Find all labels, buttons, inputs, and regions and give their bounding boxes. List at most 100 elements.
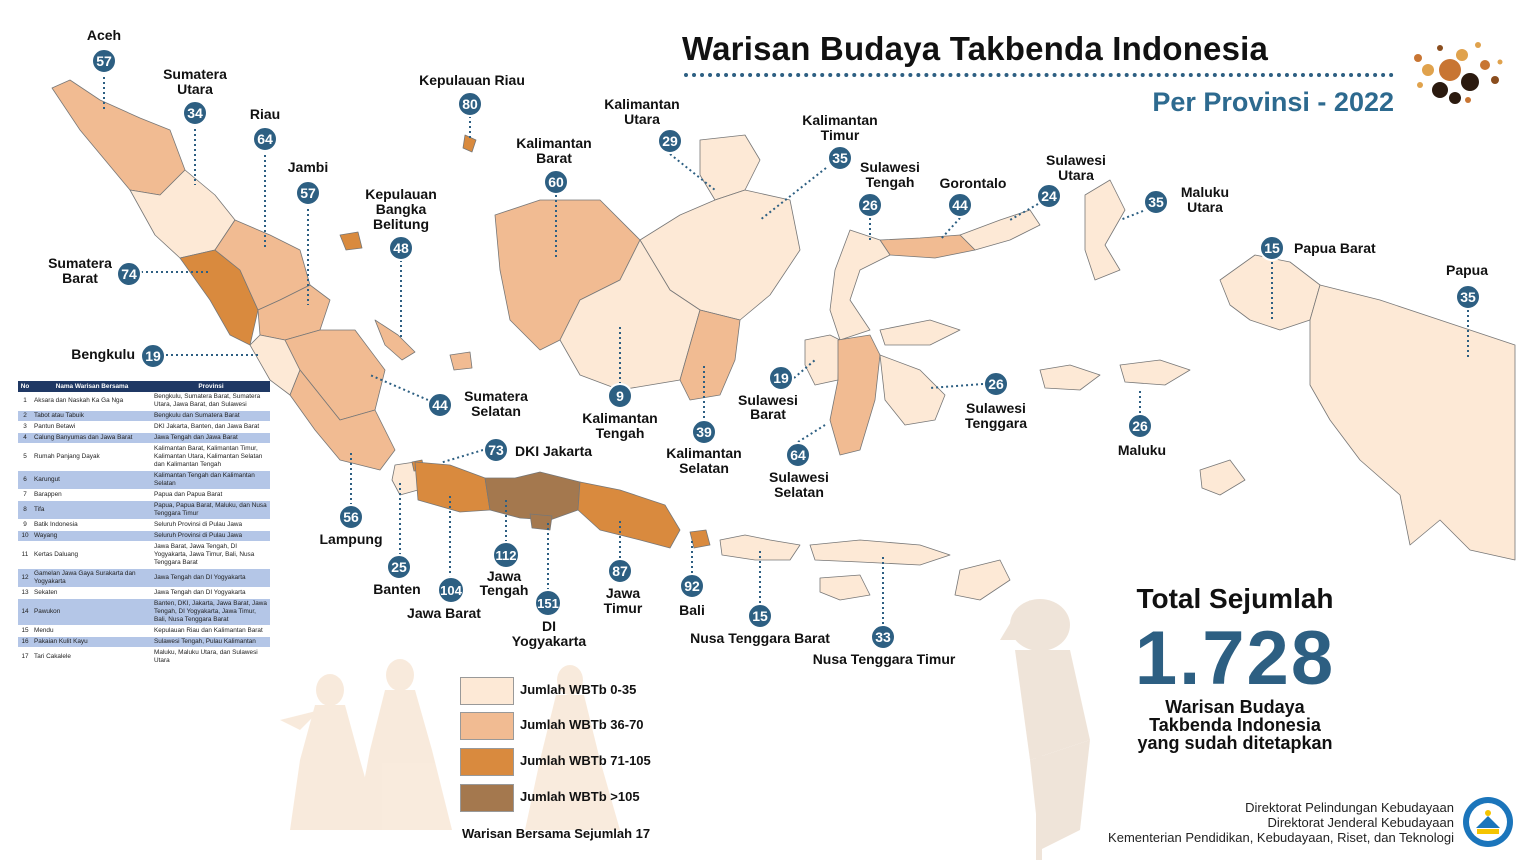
province-count: 34	[187, 105, 203, 121]
province-name-label: Sulawesi Tengah	[860, 159, 920, 190]
province-count: 35	[1460, 289, 1476, 305]
legend-item-tier2: Jumlah WBTb 36-70	[460, 712, 700, 740]
province-count: 87	[612, 563, 628, 579]
badge-dki-jakarta: 73	[483, 437, 509, 463]
table-cell-province: Bengkulu dan Sumatera Barat	[152, 410, 270, 422]
page-subtitle: Per Provinsi - 2022	[1152, 87, 1394, 117]
table-cell-name: Kertas Daluang	[32, 541, 152, 569]
province-ntb[interactable]	[719, 534, 801, 561]
legend-swatch	[460, 748, 514, 776]
table-cell-province: Jawa Barat, Jawa Tengah, DI Yogyakarta, …	[152, 541, 270, 569]
table-cell-name: Wayang	[32, 530, 152, 542]
table-cell-province: Kalimantan Barat, Kalimantan Timur, Kali…	[152, 443, 270, 471]
province-kalimantan-selatan[interactable]	[679, 309, 741, 401]
province-papua[interactable]	[1309, 284, 1516, 561]
province-count: 19	[773, 370, 789, 386]
province-kepulauan-riau[interactable]	[339, 134, 477, 251]
province-bangka-belitung[interactable]	[374, 319, 473, 371]
table-cell-province: Maluku, Maluku Utara, dan Sulawesi Utara	[152, 647, 270, 667]
ministry-emblem-icon	[1463, 797, 1513, 847]
legend-label: Jumlah WBTb 0-35	[520, 682, 637, 697]
province-name-label: Sulawesi Selatan	[769, 469, 829, 500]
province-kalimantan-utara[interactable]	[699, 134, 761, 201]
province-banten[interactable]	[391, 461, 419, 496]
table-cell-no: 6	[18, 470, 32, 490]
badge-papua-barat: 15	[1259, 235, 1285, 261]
legend-item-tier4: Jumlah WBTb >105	[460, 784, 700, 812]
legend-label: Jumlah WBTb 71-105	[520, 753, 651, 768]
badge-sumatera-barat: 74	[116, 261, 142, 287]
table-cell-no: 3	[18, 421, 32, 433]
table-cell-province: Papua dan Papua Barat	[152, 489, 270, 501]
table-cell-no: 15	[18, 625, 32, 637]
total-description-line: yang sudah ditetapkan	[1137, 733, 1333, 753]
province-name-label: DKI Jakarta	[515, 443, 592, 459]
province-name-label: Maluku	[1118, 442, 1166, 458]
province-name-label: Kalimantan Utara	[604, 96, 679, 127]
province-aceh[interactable]	[51, 79, 186, 196]
badge-ntb: 15	[747, 603, 773, 629]
province-bali[interactable]	[689, 529, 711, 549]
province-count: 33	[875, 629, 891, 645]
province-name-label: Kepulauan Bangka Belitung	[365, 186, 437, 232]
page-title: Warisan Budaya Takbenda Indonesia	[682, 30, 1269, 67]
province-sulawesi-selatan[interactable]	[829, 334, 881, 456]
province-name-label: Sulawesi Utara	[1046, 152, 1106, 183]
province-sulawesi-tengah[interactable]	[829, 229, 961, 346]
table-cell-no: 13	[18, 587, 32, 599]
table-cell-province: Bengkulu, Sumatera Barat, Sumatera Utara…	[152, 392, 270, 411]
total-description: Warisan Budaya Takbenda Indonesia yang s…	[1100, 698, 1370, 752]
province-name-label: Bengkulu	[71, 346, 135, 362]
table-cell-name: Pantun Betawi	[32, 421, 152, 433]
badge-ntt: 33	[870, 624, 896, 650]
province-papua-barat[interactable]	[1219, 254, 1321, 331]
province-jawa-barat[interactable]	[414, 461, 491, 513]
badge-sulawesi-tengah: 26	[857, 192, 883, 218]
credits: Direktorat Pelindungan Kebudayaan Direkt…	[1030, 800, 1454, 845]
table-row: 6 Karungut Kalimantan Tengah dan Kalimanta…	[18, 470, 270, 490]
province-name-label: Sumatera Utara	[163, 66, 227, 97]
province-count: 56	[343, 509, 359, 525]
badge-sumatera-selatan: 44	[427, 392, 453, 418]
province-name-label: Kalimantan Barat	[516, 135, 591, 166]
province-maluku-utara[interactable]	[1084, 179, 1126, 281]
province-lampung[interactable]	[289, 369, 396, 471]
province-count: 60	[548, 174, 564, 190]
province-maluku[interactable]	[1039, 359, 1246, 496]
table-row: 7 Barappen Papua dan Papua Barat	[18, 489, 270, 501]
table-cell-name: Barappen	[32, 489, 152, 501]
province-count: 35	[832, 150, 848, 166]
badge-lampung: 56	[338, 504, 364, 530]
table-cell-no: 10	[18, 530, 32, 542]
province-count: 151	[537, 596, 559, 611]
table-row: 10 Wayang Seluruh Provinsi di Pulau Jawa	[18, 530, 270, 542]
table-body: 1 Aksara dan Naskah Ka Ga Nga Bengkulu, Su…	[18, 392, 270, 667]
province-sulawesi-utara[interactable]	[959, 209, 1041, 251]
province-name-label: Jambi	[288, 159, 328, 175]
table-cell-province: Kepulauan Riau dan Kalimantan Barat	[152, 625, 270, 637]
province-count: 64	[257, 131, 273, 147]
badge-di-yogyakarta: 151	[534, 589, 562, 617]
legend-label: Jumlah WBTb >105	[520, 789, 640, 804]
province-sulawesi-barat[interactable]	[804, 334, 841, 386]
province-kalimantan-tengah[interactable]	[559, 239, 701, 391]
table-cell-name: Rumah Panjang Dayak	[32, 443, 152, 471]
province-ntt[interactable]	[809, 539, 1011, 601]
leader-lines	[103, 72, 1469, 624]
table-cell-province: Banten, DKI, Jakarta, Jawa Barat, Jawa T…	[152, 598, 270, 626]
province-count: 64	[790, 447, 806, 463]
table-cell-province: Papua, Papua Barat, Maluku, dan Nusa Ten…	[152, 500, 270, 520]
legend-swatch	[460, 784, 514, 812]
province-jawa-tengah[interactable]	[484, 471, 581, 521]
province-sulawesi-tenggara[interactable]	[879, 354, 946, 426]
total-description-line: Takbenda Indonesia	[1149, 715, 1321, 735]
legend-swatch	[460, 677, 514, 705]
province-jawa-timur[interactable]	[577, 481, 681, 549]
province-di-yogyakarta[interactable]	[529, 513, 553, 531]
table-row: 4 Calung Banyumas dan Jawa Barat Jawa Teng…	[18, 432, 270, 444]
province-count: 92	[684, 578, 700, 594]
province-gorontalo[interactable]	[879, 234, 976, 259]
province-count: 73	[488, 442, 504, 458]
